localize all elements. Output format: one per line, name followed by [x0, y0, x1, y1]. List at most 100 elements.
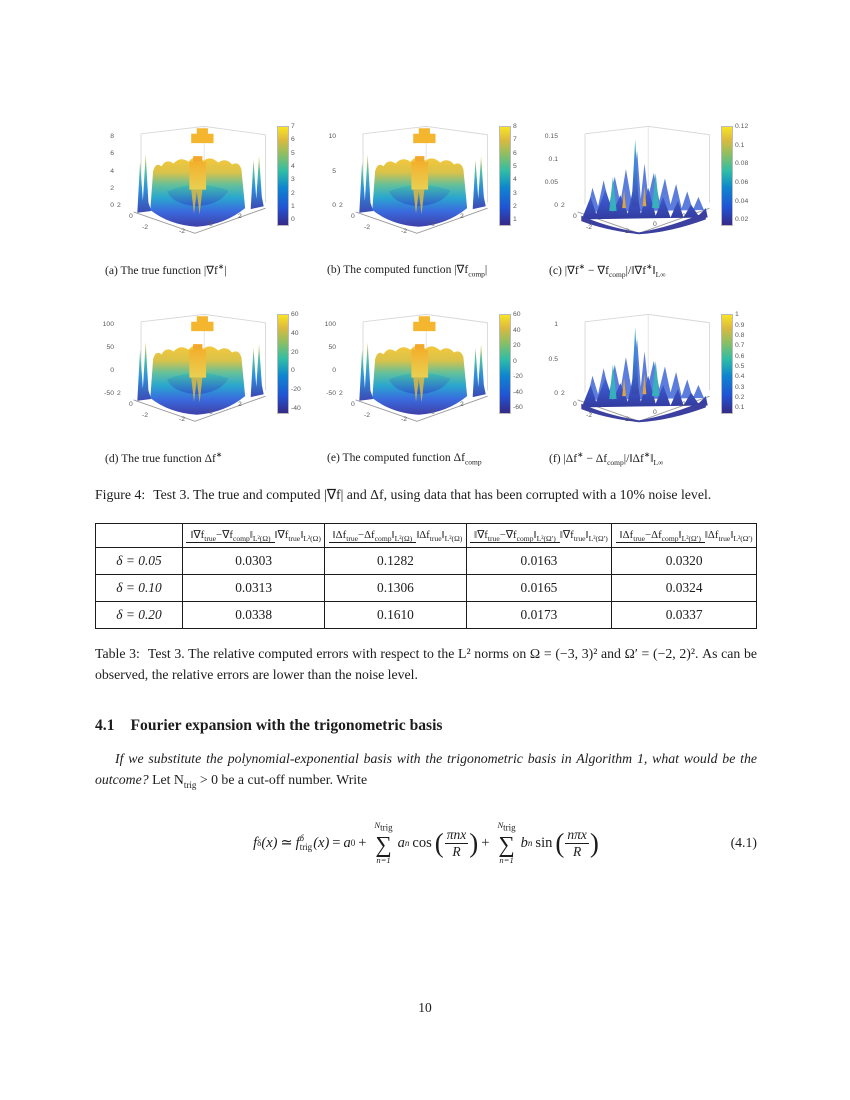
sum-upper-limit: Ntrig: [497, 820, 516, 833]
row-label: δ = 0.05: [95, 546, 183, 575]
paragraph-text: Let N: [148, 771, 184, 787]
subfigure-e: 100 50 0 -50 2 0 -2 -2 0 2 60 40 20 0 -20 -40 -60…: [317, 308, 535, 468]
z-tick-label: 50: [106, 344, 114, 352]
colorbar-tick-label: 1: [735, 311, 739, 319]
z-tick-label: 0: [554, 202, 558, 210]
surface-3d: [133, 314, 267, 423]
table-header-row: ‖∇ftrue−∇fcomp‖L²(Ω) ‖∇ftrue‖L²(Ω) ‖Δftru…: [95, 523, 757, 548]
colorbar-ticks: 1 0.9 0.8 0.7 0.6 0.5 0.4 0.3 0.2 0.1: [735, 311, 755, 412]
z-tick-label: 50: [328, 344, 336, 352]
colorbar-tick-label: -20: [291, 385, 301, 393]
z-tick-label: 4: [110, 167, 114, 175]
surface-plot-c: 0.15 0.1 0.05 0 2 0 -2 -2 0 2 0.12 0.1 0.08 0.…: [539, 120, 757, 258]
colorbar-tick-label: -60: [513, 404, 523, 412]
z-tick-label: 0.05: [544, 179, 558, 187]
colorbar-ticks: 0.12 0.1 0.08 0.06 0.04 0.02: [735, 123, 755, 224]
ground-tick: 0: [351, 213, 355, 220]
colorbar-tick-label: 0.04: [735, 197, 749, 205]
subfig-caption-a: (a) The true function |∇f∗|: [95, 258, 313, 279]
caption-text: (a) The true function |∇f: [105, 263, 218, 277]
z-tick-label: 100: [324, 321, 336, 329]
ground-tick: 2: [238, 213, 242, 220]
figure-caption-label: Figure 4:: [95, 486, 146, 502]
eq-supsub: δ trig: [299, 832, 313, 853]
colorbar-tick-label: 3: [291, 176, 295, 184]
sum-lower-limit: n=1: [499, 854, 514, 865]
colorbar-tick-label: 0.6: [735, 352, 745, 360]
colorbar-tick-label: -20: [513, 373, 523, 381]
caption-text: (b) The computed function |∇f: [327, 263, 469, 276]
eq-symbol: a: [397, 834, 405, 851]
caption-text: ‖: [650, 452, 654, 466]
table-caption-text: Test 3. The relative computed errors wit…: [95, 645, 758, 682]
subfigure-c: 0.15 0.1 0.05 0 2 0 -2 -2 0 2 0.12 0.1 0.08 0.…: [539, 120, 757, 280]
colorbar-ticks: 60 40 20 0 -20 -40 -60: [513, 311, 533, 412]
sigma-symbol: ∑: [375, 831, 392, 857]
ground-tick: 0: [431, 409, 435, 417]
caption-sup: ∗: [643, 450, 651, 460]
eq-symbol: f: [253, 834, 258, 851]
z-tick-label: 0.1: [548, 156, 558, 164]
caption-sup: ∗: [577, 450, 584, 460]
table-cell: 0.1306: [324, 573, 467, 602]
colorbar-tick-label: 0.08: [735, 160, 749, 168]
table-row: δ = 0.10 0.0313 0.1306 0.0165 0.0324: [95, 573, 757, 602]
colorbar: [721, 126, 733, 226]
eq-operator: +: [481, 834, 490, 851]
caption-sub: L∞: [653, 458, 664, 468]
z-tick-label: 0.15: [544, 133, 558, 140]
ground-tick: -2: [401, 228, 408, 235]
z-tick-label: 0: [554, 390, 558, 398]
surface-3d: [577, 125, 711, 235]
caption-text: |/‖∇f: [625, 263, 647, 277]
figure-caption: Figure 4: Test 3. The true and computed |…: [95, 485, 757, 506]
colorbar-tick-label: 0.3: [735, 383, 745, 391]
surface-plot-b: 10 5 0 2 0 -2 -2 0 2 8 7 6 5 4 3 2 1: [317, 120, 535, 258]
ground-tick: -2: [623, 228, 630, 235]
z-axis-ticks: 8 6 4 2 0: [95, 133, 114, 210]
eq-symbol: f: [295, 834, 300, 851]
table-cell: 0.1610: [324, 600, 467, 629]
z-tick-label: 0: [110, 202, 114, 210]
colorbar-tick-label: 4: [291, 162, 295, 170]
colorbar-tick-label: 6: [513, 149, 517, 157]
open-paren: (: [434, 827, 444, 858]
z-axis-ticks: 100 50 0 -50: [317, 321, 336, 398]
colorbar-tick-label: 2: [513, 202, 517, 210]
surface-3d: [355, 125, 489, 234]
subfigure-d: 100 50 0 -50 2 0 -2 -2 0 2 60 40 20 0 -20 -40 (d…: [95, 308, 313, 468]
eq-sub: n: [527, 838, 533, 849]
ground-tick: 0: [573, 213, 577, 220]
header-denominator: ‖∇ftrue‖L²(Ω′): [559, 529, 608, 544]
caption-text: |/‖Δf: [623, 452, 644, 466]
ground-tick: -2: [623, 416, 630, 424]
colorbar-tick-label: 7: [291, 123, 295, 130]
body-paragraph: If we substitute the polynomial-exponent…: [95, 749, 757, 792]
colorbar-ticks: 7 6 5 4 3 2 1 0: [291, 123, 311, 224]
colorbar-tick-label: 0.8: [735, 331, 745, 339]
subfigure-f: 1 0.5 0 2 0 -2 -2 0 2 1 0.9 0.8 0.7 0.6 0.5 0.4 0…: [539, 308, 757, 468]
surface-3d: [577, 314, 711, 423]
ground-tick: 0: [573, 401, 577, 409]
caption-text: − Δf: [583, 452, 608, 466]
z-tick-label: -50: [104, 390, 114, 398]
colorbar-tick-label: 0: [513, 357, 517, 365]
ground-tick: 2: [238, 401, 242, 409]
figure4-row2: 100 50 0 -50 2 0 -2 -2 0 2 60 40 20 0 -20 -40 (d…: [95, 308, 757, 468]
colorbar-tick-label: 0.2: [735, 394, 745, 402]
eq-symbol: a: [343, 834, 351, 851]
table-cell: 0.0163: [465, 546, 613, 575]
z-tick-label: 10: [328, 133, 336, 140]
table-caption: Table 3: Test 3. The relative computed er…: [95, 644, 757, 685]
ground-tick: 0: [129, 401, 133, 409]
row-label: δ = 0.20: [95, 600, 183, 629]
header-denominator: ‖Δftrue‖L²(Ω′): [704, 529, 753, 544]
close-paren: ): [469, 827, 479, 858]
subfig-caption-e: (e) The computed function Δfcomp: [317, 446, 535, 467]
table-cell: 0.0324: [611, 573, 757, 602]
colorbar-tick-label: 60: [291, 311, 299, 319]
sum-lower-limit: n=1: [376, 854, 391, 865]
colorbar-tick-label: 0.7: [735, 342, 745, 350]
